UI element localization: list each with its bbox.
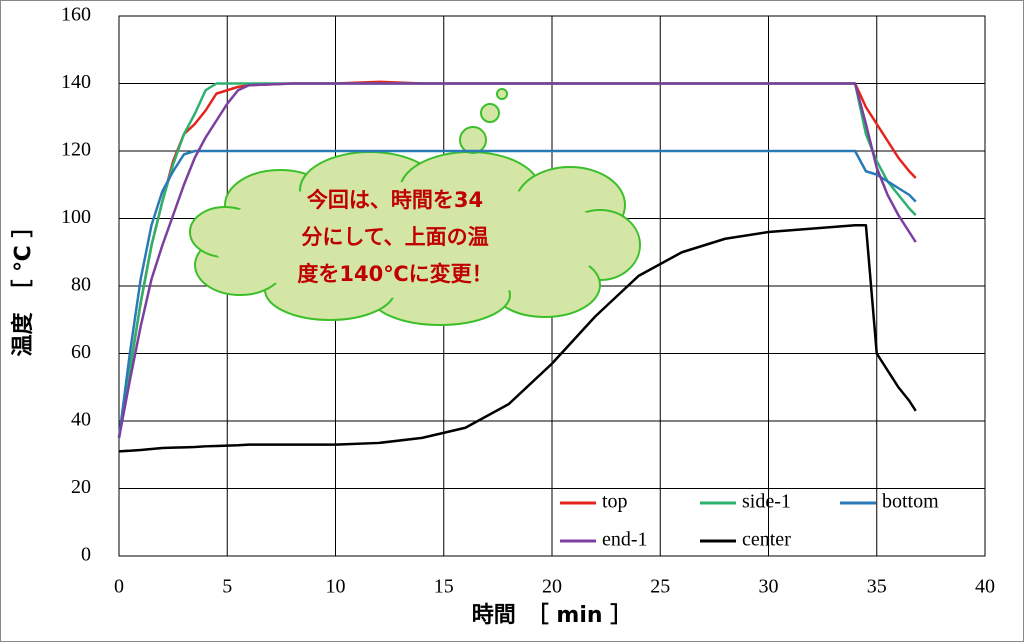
series-line	[117, 149, 917, 439]
y-tick-label: 40	[71, 409, 91, 431]
y-axis-title: 温度 ［ ℃ ］	[10, 216, 36, 357]
x-tick-label: 40	[975, 576, 995, 598]
series-lines	[117, 80, 917, 453]
x-tick-label: 5	[222, 576, 232, 598]
legend-label: side-1	[742, 491, 791, 513]
y-tick-label: 60	[71, 341, 91, 363]
callout-text: 度を140℃に変更！	[297, 262, 492, 286]
x-tick-label: 0	[114, 576, 124, 598]
y-tick-label: 100	[61, 206, 91, 228]
legend-label: end-1	[602, 529, 648, 551]
y-tick-label: 0	[81, 544, 91, 566]
x-axis-title: 時間 ［ min ］	[472, 602, 632, 628]
series-line	[118, 224, 917, 453]
x-tick-label: 35	[867, 576, 887, 598]
x-tick-label: 15	[434, 576, 454, 598]
x-tick-label: 20	[542, 576, 562, 598]
y-tick-label: 120	[61, 139, 91, 161]
legend-label: top	[602, 491, 628, 513]
callout	[189, 88, 641, 326]
callout-text: 今回は、時間を34	[307, 188, 483, 212]
callout-text: 分にして、上面の温	[301, 225, 488, 249]
x-tick-label: 25	[650, 576, 670, 598]
legend-label: bottom	[882, 491, 939, 513]
y-tick-label: 160	[61, 4, 91, 26]
x-tick-label: 30	[759, 576, 779, 598]
legend-label: center	[742, 529, 791, 551]
x-tick-label: 10	[326, 576, 346, 598]
y-tick-label: 140	[61, 71, 91, 93]
y-tick-label: 20	[71, 476, 91, 498]
series-line	[117, 82, 917, 439]
y-tick-label: 80	[71, 274, 91, 296]
